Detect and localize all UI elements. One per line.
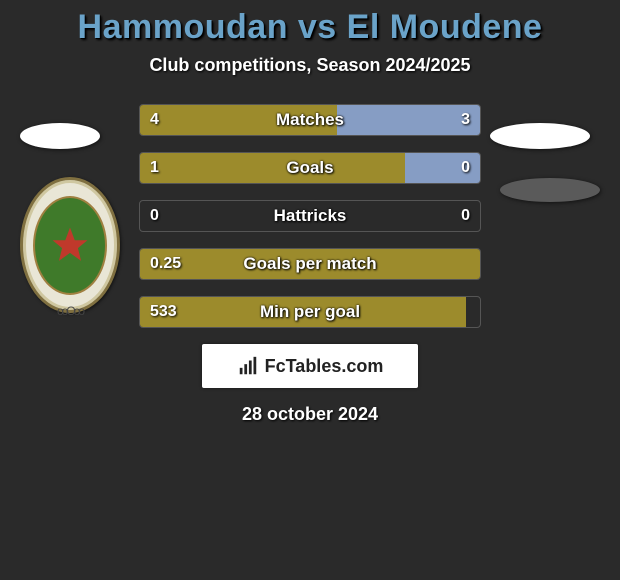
stat-row: 0 0Hattricks xyxy=(139,200,481,232)
stat-value-left: 4 xyxy=(150,105,159,135)
stat-bar-left xyxy=(140,105,337,135)
stat-label: Hattricks xyxy=(140,201,480,231)
stat-bar-left xyxy=(140,297,466,327)
attribution-box: FcTables.com xyxy=(202,344,418,388)
stat-value-left: 1 xyxy=(150,153,159,183)
stat-value-right: 3 xyxy=(461,105,470,135)
stat-value-right: 0 xyxy=(461,201,470,231)
stat-row: 0.25Goals per match xyxy=(139,248,481,280)
stat-row: 533Min per goal xyxy=(139,296,481,328)
stats-bars: 43Matches10Goals00Hattricks0.25Goals per… xyxy=(0,104,620,328)
stat-row: 43Matches xyxy=(139,104,481,136)
stat-value-left: 533 xyxy=(150,297,177,327)
stat-bar-right xyxy=(337,105,480,135)
stat-row: 10Goals xyxy=(139,152,481,184)
date-text: 28 october 2024 xyxy=(0,404,620,425)
page-title: Hammoudan vs El Moudene xyxy=(0,0,620,47)
stat-bar-left xyxy=(140,249,480,279)
stat-value-left: 0.25 xyxy=(150,249,181,279)
stat-bar-left xyxy=(140,153,405,183)
stat-value-left: 0 xyxy=(150,201,159,231)
barchart-icon xyxy=(237,355,259,377)
attribution-text: FcTables.com xyxy=(265,356,384,377)
page-subtitle: Club competitions, Season 2024/2025 xyxy=(0,55,620,76)
stat-value-right: 0 xyxy=(461,153,470,183)
